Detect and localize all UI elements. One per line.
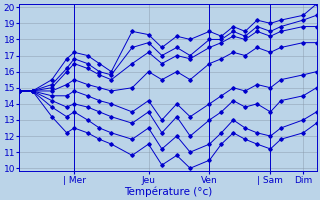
- X-axis label: Température (°c): Température (°c): [124, 186, 212, 197]
